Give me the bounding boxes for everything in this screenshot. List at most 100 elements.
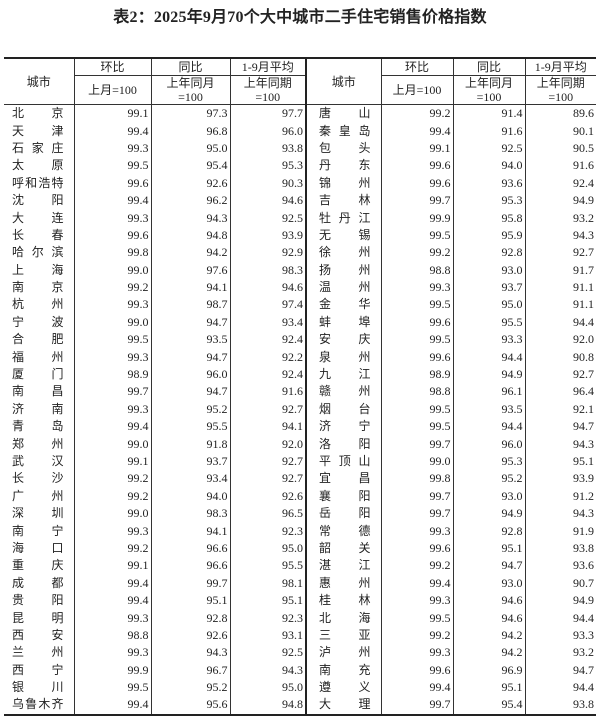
city-cell: 安庆: [305, 331, 381, 349]
city-cell: 合肥: [4, 331, 74, 348]
yoy-value: 94.0: [452, 157, 525, 175]
mom-value: 99.9: [73, 661, 151, 679]
yoy-value: 96.6: [150, 539, 230, 558]
city-name: 福州: [12, 349, 64, 364]
header-yoy-base: 上年同月 =100: [150, 75, 230, 105]
mom-value: 99.5: [380, 296, 453, 314]
table-row: 长沙 99.2 93.4 92.7 宜昌 99.8 95.2 93.9: [4, 470, 596, 488]
mom-value: 99.3: [73, 296, 151, 314]
yoy-value: 94.3: [150, 644, 230, 662]
avg-value: 92.0: [229, 435, 306, 453]
mom-value: 99.1: [73, 104, 151, 123]
yoy-value: 95.3: [452, 191, 525, 210]
table-row: 太原 99.5 95.4 95.3 丹东 99.6 94.0 91.6: [4, 157, 596, 175]
avg-value: 93.1: [229, 626, 306, 645]
avg-value: 95.1: [229, 591, 306, 610]
yoy-value: 95.2: [150, 400, 230, 419]
table-row: 成都 99.4 99.7 98.1 惠州 99.4 93.0 90.7: [4, 574, 596, 592]
header-avg-right: 1-9月平均: [524, 58, 596, 76]
yoy-value: 96.7: [150, 661, 230, 679]
header-city-right: 城市: [305, 58, 381, 105]
avg-value: 92.3: [229, 522, 306, 540]
city-cell: 平顶山: [305, 452, 381, 471]
city-name: 温州: [319, 280, 371, 295]
city-name: 遵义: [319, 680, 371, 695]
yoy-value: 93.5: [150, 331, 230, 349]
mom-value: 99.3: [73, 139, 151, 158]
avg-value: 91.2: [524, 487, 596, 505]
city-name: 天津: [12, 123, 64, 138]
city-cell: 成都: [4, 575, 74, 592]
header-city: 城市: [4, 58, 74, 105]
table-row: 厦门 98.9 96.0 92.4 九江 98.9 94.9 92.7: [4, 365, 596, 384]
avg-value: 93.4: [229, 313, 306, 332]
header-yoy: 同比: [150, 58, 230, 76]
city-cell: 杭州: [4, 296, 74, 313]
avg-value: 92.7: [524, 244, 596, 262]
mom-value: 99.0: [73, 504, 151, 523]
city-cell: 大理: [305, 696, 381, 715]
mom-value: 99.5: [380, 331, 453, 349]
mom-value: 99.4: [380, 122, 453, 140]
city-cell: 遵义: [305, 678, 381, 697]
city-cell: 银川: [4, 679, 74, 696]
mom-value: 99.5: [73, 678, 151, 697]
city-cell: 郑州: [4, 435, 74, 452]
city-name: 泉州: [319, 349, 371, 364]
city-cell: 扬州: [305, 261, 381, 279]
mom-value: 99.7: [73, 383, 151, 401]
table-row: 乌鲁木齐 99.4 95.6 94.8 大理 99.7 95.4 93.8: [4, 696, 596, 715]
avg-value: 94.7: [524, 418, 596, 436]
city-name: 济宁: [319, 419, 371, 434]
city-cell: 福州: [4, 348, 74, 365]
yoy-value: 92.5: [452, 139, 525, 158]
avg-value: 96.0: [229, 122, 306, 140]
city-name: 贵阳: [12, 593, 64, 608]
city-cell: 金华: [305, 296, 381, 314]
mom-value: 99.3: [380, 591, 453, 610]
yoy-value: 92.6: [150, 626, 230, 645]
yoy-value: 93.3: [452, 331, 525, 349]
mom-value: 99.3: [73, 209, 151, 227]
city-name: 惠州: [319, 575, 371, 590]
city-cell: 乌鲁木齐: [4, 696, 74, 714]
avg-value: 90.3: [229, 174, 306, 192]
avg-value: 94.3: [524, 435, 596, 453]
city-name: 平顶山: [319, 454, 371, 468]
yoy-value: 93.7: [452, 278, 525, 297]
city-name: 海口: [12, 540, 64, 555]
city-name: 锦州: [319, 175, 371, 190]
city-name: 宜昌: [319, 471, 371, 486]
yoy-value: 96.9: [452, 661, 525, 679]
yoy-value: 94.6: [452, 591, 525, 610]
header-mom-base-right: 上月=100: [380, 75, 453, 105]
city-name: 牡丹江: [319, 210, 371, 225]
yoy-value: 96.0: [150, 365, 230, 384]
avg-value: 96.4: [524, 383, 596, 401]
table-row: 宁波 99.0 94.7 93.4 蚌埠 99.6 95.5 94.4: [4, 313, 596, 332]
avg-value: 90.8: [524, 348, 596, 366]
mom-value: 99.6: [380, 174, 453, 192]
city-name: 宁波: [12, 314, 64, 329]
city-cell: 南京: [4, 279, 74, 296]
city-name: 郑州: [12, 436, 64, 451]
mom-value: 99.0: [380, 452, 453, 471]
yoy-value: 95.8: [452, 209, 525, 227]
yoy-value: 95.4: [150, 157, 230, 175]
city-name: 烟台: [319, 401, 371, 416]
avg-value: 98.3: [229, 261, 306, 279]
city-cell: 深圳: [4, 505, 74, 522]
table-row: 天津 99.4 96.8 96.0 秦皇岛 99.4 91.6 90.1: [4, 122, 596, 140]
yoy-value: 93.4: [150, 470, 230, 488]
city-cell: 锦州: [305, 174, 381, 192]
city-name: 金华: [319, 297, 371, 312]
yoy-value: 94.0: [150, 487, 230, 505]
city-cell: 丹东: [305, 157, 381, 175]
avg-value: 92.4: [229, 365, 306, 384]
yoy-value: 94.4: [452, 348, 525, 366]
mom-value: 99.6: [73, 226, 151, 245]
avg-value: 93.6: [524, 557, 596, 575]
yoy-value: 94.7: [150, 348, 230, 366]
yoy-value: 95.0: [150, 139, 230, 158]
table-row: 重庆 99.1 96.6 95.5 湛江 99.2 94.7 93.6: [4, 557, 596, 575]
